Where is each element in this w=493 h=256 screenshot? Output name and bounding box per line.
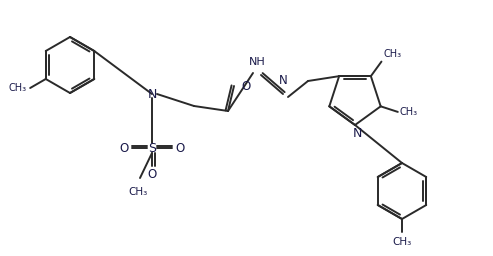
Text: O: O <box>147 167 157 180</box>
Text: CH₃: CH₃ <box>128 187 147 197</box>
Text: N: N <box>279 74 287 87</box>
Text: CH₃: CH₃ <box>384 49 402 59</box>
Text: O: O <box>119 142 129 155</box>
Text: N: N <box>352 127 362 140</box>
Text: CH₃: CH₃ <box>400 107 418 117</box>
Text: S: S <box>148 142 156 155</box>
Text: NH: NH <box>248 57 265 67</box>
Text: O: O <box>241 80 250 92</box>
Text: CH₃: CH₃ <box>392 237 412 247</box>
Text: CH₃: CH₃ <box>8 83 26 93</box>
Text: O: O <box>176 142 184 155</box>
Text: N: N <box>147 88 157 101</box>
